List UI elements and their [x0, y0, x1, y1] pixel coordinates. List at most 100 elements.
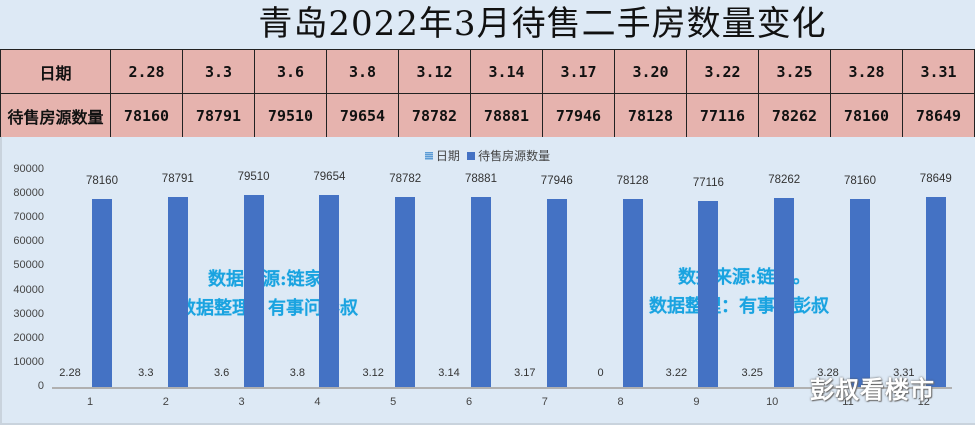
date-cell: 3.31	[902, 49, 975, 94]
x-tick-label: 12	[917, 396, 930, 408]
chart-legend: 日期 待售房源数量	[2, 147, 975, 164]
x-tick-label: 5	[390, 396, 397, 408]
bar-count	[925, 197, 946, 387]
date-value-label: 3.6	[213, 367, 230, 379]
y-tick-label: 30000	[13, 307, 44, 320]
x-tick-label: 7	[541, 396, 548, 408]
date-value-label: 3.17	[514, 367, 536, 379]
bar-count	[774, 198, 795, 387]
date-cell: 2.28	[110, 49, 183, 94]
bar-value-label: 78791	[161, 173, 194, 186]
count-cell: 78782	[398, 93, 471, 138]
bar-value-label: 79510	[237, 171, 270, 184]
date-row: 日期 2.28 3.3 3.6 3.8 3.12 3.14 3.17 3.20 3.22 3.25…	[0, 49, 975, 94]
x-tick-label: 8	[617, 396, 624, 408]
bar-count	[471, 196, 491, 387]
count-cell: 78649	[902, 93, 975, 138]
x-tick-label: 10	[766, 396, 779, 408]
date-value-label: 3.28	[817, 367, 839, 379]
count-cell: 79654	[326, 93, 399, 138]
x-tick-label: 9	[693, 396, 700, 408]
date-cell: 3.22	[686, 49, 759, 94]
bar-count	[698, 201, 719, 387]
legend-item-count: 待售房源数量	[467, 149, 550, 163]
y-tick-label: 40000	[13, 283, 44, 296]
bar-value-label: 78881	[465, 172, 497, 185]
date-value-label: 3.31	[893, 367, 915, 379]
bar-count	[546, 199, 567, 387]
y-tick-label: 70000	[13, 211, 44, 224]
x-tick-label: 6	[465, 396, 473, 408]
y-tick-label: 50000	[13, 259, 44, 272]
legend-item-date: 日期	[424, 149, 460, 163]
count-cell: 78160	[830, 93, 903, 138]
date-cell: 3.3	[182, 49, 255, 94]
title-bar: 青岛2022年3月待售二手房数量变化	[0, 0, 975, 49]
bar-value-label: 78160	[844, 174, 876, 187]
date-cell: 3.14	[470, 49, 543, 94]
count-cell: 77946	[542, 93, 615, 138]
y-tick-label: 0	[37, 380, 44, 392]
watermark-author-2: 数据整理：有事问彭叔	[649, 296, 829, 317]
date-value-label: 3.3	[138, 367, 154, 379]
y-tick-label: 60000	[13, 235, 44, 248]
date-value-label: 3.12	[362, 367, 384, 379]
date-value-label: 3.8	[289, 367, 306, 379]
chart-title: 青岛2022年3月待售二手房数量变化	[258, 4, 827, 44]
count-cell: 78881	[470, 93, 543, 138]
x-tick-label: 1	[86, 396, 94, 408]
bar-count	[395, 197, 416, 387]
date-cell: 3.12	[398, 49, 471, 94]
x-tick-label: 11	[842, 396, 854, 408]
row-header-count: 待售房源数量	[0, 93, 111, 138]
count-cell: 78262	[758, 93, 831, 138]
date-value-label: 3.14	[438, 367, 460, 379]
y-tick-label: 80000	[13, 187, 44, 200]
x-tick-label: 4	[314, 396, 321, 408]
date-value-label: 2.28	[59, 367, 81, 379]
y-tick-label: 10000	[13, 355, 44, 368]
bar-count	[167, 197, 188, 387]
bar-count	[243, 195, 264, 387]
bar-value-label: 79654	[313, 170, 346, 183]
legend-swatch-date-icon	[424, 151, 433, 160]
date-cell: 3.8	[326, 49, 399, 94]
bar-count	[319, 194, 340, 387]
date-value-label: 3.22	[665, 367, 688, 379]
watermark-author: 数据整理：有事问彭叔	[178, 298, 358, 319]
bar-count	[622, 198, 643, 387]
date-value-label: 0	[597, 367, 604, 379]
count-cell: 78160	[110, 93, 183, 138]
watermark-source: 数据来源:链家。	[208, 269, 341, 290]
date-value-label: 3.25	[741, 367, 763, 379]
x-tick-label: 2	[162, 396, 169, 408]
bar-value-label: 77116	[692, 177, 724, 190]
count-cell: 78791	[182, 93, 255, 138]
x-axis-line	[52, 387, 952, 389]
bar-value-label: 78128	[616, 174, 649, 187]
date-cell: 3.17	[542, 49, 615, 94]
count-cell: 77116	[686, 93, 759, 138]
bar-chart: 日期 待售房源数量 数据来源:链家。 数据整理：有事问彭叔 数据来源:链家。 数…	[0, 137, 975, 425]
y-tick-label: 20000	[13, 331, 44, 344]
bar-value-label: 78160	[86, 174, 118, 187]
bar-count	[850, 198, 870, 387]
row-header-date: 日期	[0, 49, 111, 94]
bar-value-label: 78649	[919, 173, 952, 186]
date-cell: 3.6	[254, 49, 327, 94]
bar-value-label: 78782	[389, 173, 422, 186]
count-row: 待售房源数量 78160 78791 79510 79654 78782 78881 779…	[0, 93, 975, 138]
count-cell: 78128	[614, 93, 687, 138]
date-cell: 3.25	[758, 49, 831, 94]
y-tick-label: 90000	[13, 163, 44, 175]
date-cell: 3.20	[614, 49, 687, 94]
corner-watermark: 彭叔看楼市	[810, 376, 935, 404]
bar-value-label: 77946	[540, 175, 573, 188]
data-table: 日期 2.28 3.3 3.6 3.8 3.12 3.14 3.17 3.20 3.22 3.25…	[0, 49, 975, 138]
bar-count	[92, 198, 112, 387]
x-tick-label: 3	[238, 396, 245, 408]
date-cell: 3.28	[830, 49, 903, 94]
bar-value-label: 78262	[768, 174, 801, 187]
legend-swatch-count-icon	[467, 151, 476, 160]
count-cell: 79510	[254, 93, 327, 138]
